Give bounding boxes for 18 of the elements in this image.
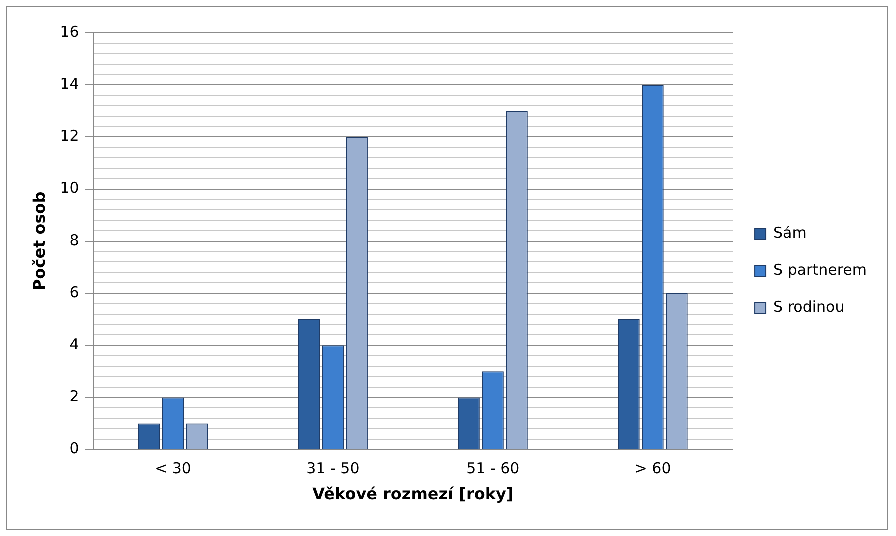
- x-tick-label: 31 - 50: [306, 460, 360, 478]
- y-tick-label: 4: [70, 335, 80, 354]
- y-tick-label: 2: [70, 388, 80, 406]
- y-tick-label: 10: [60, 179, 80, 198]
- x-tick-label: > 60: [634, 460, 672, 478]
- y-tick-label: 14: [60, 74, 80, 93]
- y-tick-label: 8: [70, 231, 80, 250]
- x-tick-label: < 30: [155, 460, 192, 478]
- x-axis-title: Věkové rozmezí [roky]: [312, 484, 514, 504]
- x-tick-label: 51 - 60: [466, 460, 520, 478]
- y-tick-label: 16: [60, 22, 80, 41]
- y-tick-label: 12: [60, 127, 80, 146]
- legend-label: S rodinou: [774, 298, 845, 316]
- y-axis-title: Počet osob: [30, 192, 49, 292]
- y-tick-label: 0: [70, 440, 80, 458]
- y-tick-label: 6: [70, 283, 80, 302]
- legend-label: S partnerem: [774, 260, 868, 279]
- legend-label: Sám: [774, 224, 807, 242]
